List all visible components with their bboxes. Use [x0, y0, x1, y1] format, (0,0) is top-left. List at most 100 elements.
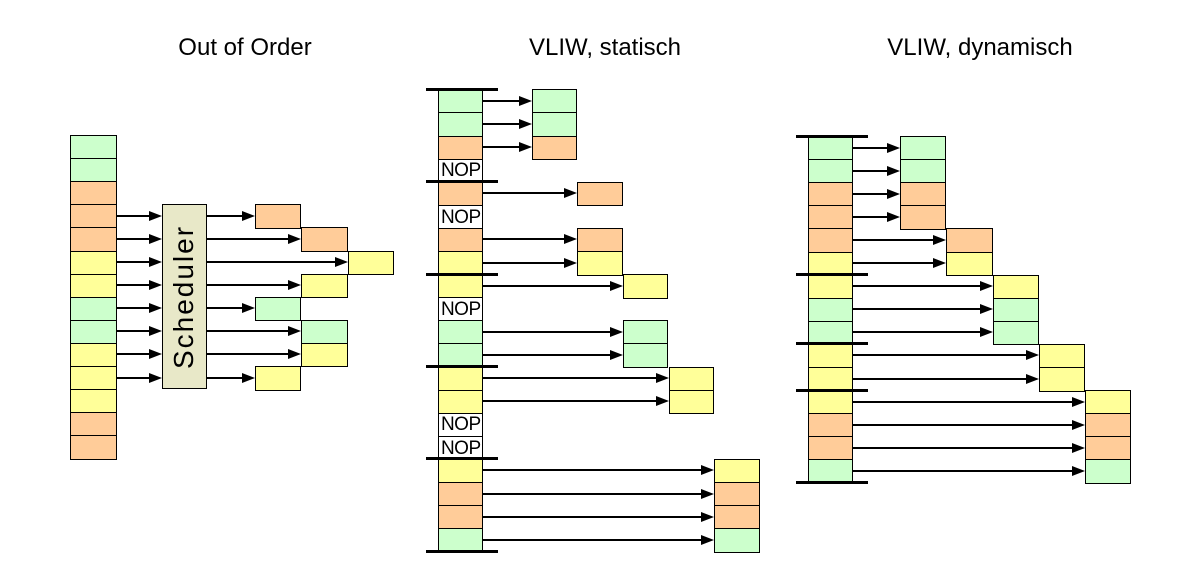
- issue-arrow: [853, 146, 888, 149]
- arrowhead-icon: [701, 511, 715, 522]
- issue-arrow: [853, 308, 981, 311]
- issue-arrow: [483, 377, 657, 380]
- issue-arrow: [853, 238, 935, 241]
- arrowhead-icon: [242, 372, 255, 383]
- arrowhead-icon: [148, 233, 162, 244]
- arrowhead-icon: [655, 396, 669, 407]
- issued-instruction-box: [622, 320, 669, 345]
- instruction-box: [438, 505, 484, 530]
- issue-arrow: [483, 99, 520, 102]
- arrowhead-icon: [1025, 373, 1039, 384]
- arrowhead-icon: [701, 465, 715, 476]
- issued-instruction-box: [1085, 413, 1132, 438]
- issue-arrow: [853, 169, 888, 172]
- arrowhead-icon: [979, 304, 993, 315]
- arrowhead-icon: [933, 234, 947, 245]
- arrowhead-icon: [887, 211, 900, 222]
- arrowhead-icon: [887, 165, 900, 176]
- issue-arrow: [853, 423, 1074, 426]
- arrowhead-icon: [148, 210, 162, 221]
- instruction-box: [808, 343, 854, 369]
- issue-arrow: [853, 331, 981, 334]
- nop-label: NOP: [440, 206, 481, 228]
- instruction-box: [808, 228, 854, 253]
- issued-instruction-box: [946, 228, 993, 253]
- issue-arrow: [206, 237, 290, 240]
- arrowhead-icon: [1072, 442, 1086, 453]
- bundle-separator: [426, 365, 499, 368]
- arrowhead-icon: [1072, 465, 1086, 476]
- nop-box: NOP: [438, 158, 484, 184]
- issue-arrow: [483, 330, 611, 333]
- issued-instruction-box: [577, 181, 623, 207]
- instruction-box: [808, 274, 854, 300]
- issued-instruction-box: [900, 159, 947, 184]
- issue-arrow: [853, 469, 1074, 472]
- issued-instruction-box: [301, 342, 348, 368]
- bundle-separator: [796, 134, 869, 138]
- issued-instruction-box: [255, 366, 302, 391]
- issue-arrow: [483, 284, 611, 287]
- issue-arrow: [853, 354, 1027, 357]
- arrowhead-icon: [518, 142, 532, 153]
- issued-instruction-box: [301, 273, 348, 299]
- arrowhead-icon: [979, 327, 993, 338]
- arrowhead-icon: [1072, 396, 1086, 407]
- bundle-separator: [796, 388, 869, 392]
- arrowhead-icon: [242, 210, 255, 221]
- nop-label: NOP: [440, 160, 481, 182]
- arrowhead-icon: [701, 488, 715, 499]
- arrowhead-icon: [148, 303, 162, 314]
- issue-arrow: [483, 353, 611, 356]
- arrowhead-icon: [1025, 350, 1039, 361]
- arrowhead-icon: [288, 280, 302, 291]
- title-vliw-dynamic: VLIW, dynamisch: [887, 34, 1073, 61]
- issued-instruction-box: [577, 227, 623, 253]
- instruction-box: [808, 136, 854, 161]
- arrowhead-icon: [334, 257, 348, 268]
- instruction-box: [70, 250, 117, 276]
- issue-arrow: [853, 192, 888, 195]
- issue-arrow: [483, 400, 657, 403]
- issue-arrow: [483, 192, 566, 195]
- issued-instruction-box: [992, 320, 1039, 346]
- issued-instruction-box: [992, 297, 1039, 323]
- arrowhead-icon: [609, 280, 623, 291]
- bundle-separator: [426, 180, 499, 184]
- issue-arrow: [853, 215, 888, 218]
- bundle-separator: [426, 272, 499, 276]
- arrowhead-icon: [1072, 419, 1086, 430]
- issue-arrow: [206, 261, 336, 264]
- instruction-box: [808, 182, 854, 207]
- issue-arrow: [206, 353, 290, 356]
- issue-arrow: [853, 285, 981, 288]
- issued-instruction-box: [531, 135, 578, 161]
- issued-instruction-box: [577, 251, 623, 276]
- issued-instruction-box: [900, 182, 947, 207]
- nop-box: NOP: [438, 297, 484, 322]
- issue-arrow: [206, 284, 290, 287]
- instruction-box: [808, 251, 854, 277]
- issued-instruction-box: [714, 482, 760, 507]
- dispatch-arrow: [116, 376, 150, 379]
- arrowhead-icon: [979, 281, 993, 292]
- issue-arrow: [853, 377, 1027, 380]
- dispatch-arrow: [116, 307, 150, 310]
- instruction-box: [70, 204, 117, 229]
- instruction-box: [70, 435, 117, 460]
- arrowhead-icon: [933, 258, 947, 269]
- issued-instruction-box: [1085, 436, 1132, 461]
- instruction-box: [808, 205, 854, 230]
- arrowhead-icon: [887, 188, 900, 199]
- nop-box: NOP: [438, 412, 484, 438]
- arrowhead-icon: [887, 142, 900, 153]
- instruction-box: [70, 158, 117, 183]
- issue-arrow: [483, 261, 566, 264]
- issued-instruction-box: [1038, 367, 1086, 392]
- bundle-separator: [426, 549, 499, 553]
- scheduler-box: Scheduler: [161, 204, 207, 390]
- arrowhead-icon: [242, 303, 255, 314]
